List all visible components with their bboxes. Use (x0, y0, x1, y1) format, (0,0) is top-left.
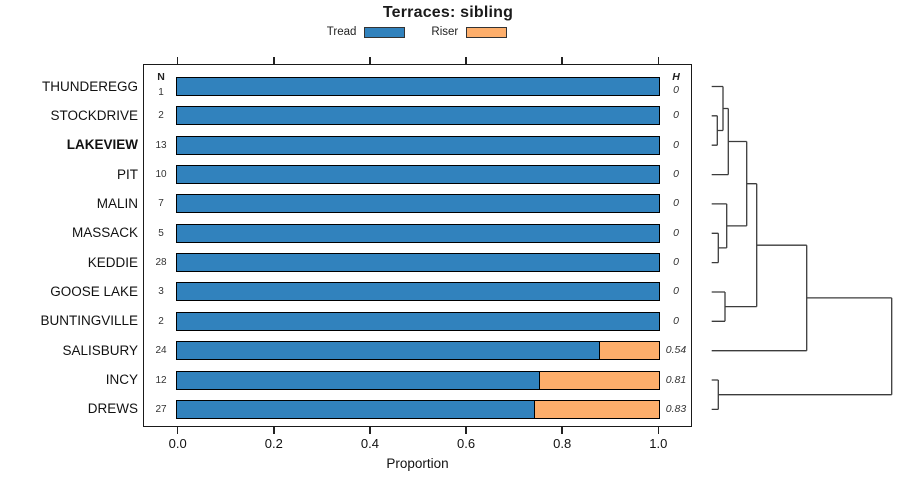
bar-segment-tread (176, 166, 660, 184)
bar-row (175, 194, 661, 214)
bar-segment-tread (176, 312, 660, 330)
x-tick-bottom (369, 427, 371, 434)
bar-row (175, 282, 661, 302)
bar-segment-tread (176, 195, 660, 213)
site-label: PIT (116, 166, 138, 182)
site-label: KEDDIE (87, 254, 138, 270)
site-label: MALIN (96, 195, 138, 211)
x-tick-top (465, 57, 467, 64)
site-label: LAKEVIEW (66, 137, 138, 153)
h-value: 0 (673, 197, 679, 210)
x-tick-top (561, 57, 563, 64)
site-label: DREWS (87, 401, 138, 417)
x-tick-top (273, 57, 275, 64)
bar-row (175, 399, 661, 419)
bar-row (175, 311, 661, 331)
bar-segment-tread (176, 107, 660, 125)
h-value: 0 (673, 84, 679, 96)
site-label: INCY (105, 372, 138, 387)
bar-row (175, 77, 661, 96)
legend-item-tread: Tread (327, 26, 406, 38)
x-tick-top (369, 57, 371, 64)
h-value: 0 (673, 285, 679, 298)
legend-label-tread: Tread (326, 26, 357, 38)
h-column-header: H (672, 71, 680, 83)
site-label: BUNTINGVILLE (40, 313, 138, 329)
n-value: 3 (158, 286, 164, 298)
bar-segment-tread (176, 224, 660, 242)
bar-row (175, 341, 661, 361)
bar-segment-tread (176, 371, 539, 389)
h-value: 0.54 (665, 344, 687, 357)
plot-area-border (143, 64, 692, 427)
bar-segment-tread (176, 254, 660, 272)
x-tick-bottom (561, 427, 563, 434)
site-label: GOOSE LAKE (50, 283, 138, 299)
site-label: THUNDEREGG (41, 78, 138, 94)
x-tick-label: 0.0 (168, 436, 187, 451)
bar-row (175, 165, 661, 185)
bar-segment-riser (533, 400, 660, 418)
h-value: 0.81 (665, 373, 687, 386)
n-value: 24 (155, 345, 167, 357)
bar-row (175, 223, 661, 243)
n-value: 12 (155, 374, 167, 386)
h-value: 0 (673, 314, 679, 327)
bar-row (175, 370, 661, 390)
legend: Tread Riser (143, 26, 691, 38)
bar-segment-tread (176, 400, 534, 418)
x-tick-bottom (273, 427, 275, 434)
bar-segment-tread (176, 342, 599, 360)
n-value: 28 (155, 257, 167, 269)
legend-swatch-riser (466, 26, 508, 38)
bar-segment-tread (176, 78, 660, 95)
legend-label-riser: Riser (431, 26, 459, 38)
x-tick-top (177, 57, 179, 64)
x-tick-label: 0.8 (553, 436, 572, 451)
bar-row (175, 253, 661, 273)
x-tick-bottom (657, 427, 659, 434)
x-tick-label: 1.0 (649, 436, 668, 451)
bar-segment-riser (598, 342, 660, 360)
h-value: 0.83 (665, 402, 687, 415)
x-tick-label: 0.6 (457, 436, 476, 451)
n-value: 1 (158, 87, 164, 98)
site-label: STOCKDRIVE (50, 107, 138, 123)
x-tick-bottom (177, 427, 179, 434)
x-axis-title: Proportion (386, 456, 449, 471)
bar-segment-tread (176, 136, 660, 154)
h-value: 0 (673, 168, 679, 181)
n-column-header: N (157, 71, 165, 83)
x-tick-label: 0.4 (360, 436, 379, 451)
bar-row (175, 135, 661, 155)
h-value: 0 (673, 256, 679, 269)
n-value: 7 (158, 198, 164, 210)
n-value: 2 (158, 110, 164, 122)
bar-segment-riser (538, 371, 660, 389)
legend-item-riser: Riser (431, 26, 508, 38)
bar-segment-tread (176, 283, 660, 301)
x-tick-top (657, 57, 659, 64)
chart-title: Terraces: sibling (382, 4, 514, 21)
h-value: 0 (673, 109, 679, 122)
dendrogram-path (711, 85, 893, 411)
legend-swatch-tread (364, 26, 406, 38)
n-value: 13 (155, 139, 167, 151)
x-tick-bottom (465, 427, 467, 434)
x-tick-label: 0.2 (264, 436, 283, 451)
h-value: 0 (673, 138, 679, 151)
site-label: MASSACK (71, 225, 138, 241)
bar-row (175, 106, 661, 126)
n-value: 2 (158, 315, 164, 327)
n-value: 5 (158, 227, 164, 239)
h-value: 0 (673, 226, 679, 239)
n-value: 10 (155, 169, 167, 181)
site-label: SALISBURY (62, 342, 138, 358)
n-value: 27 (155, 403, 167, 415)
